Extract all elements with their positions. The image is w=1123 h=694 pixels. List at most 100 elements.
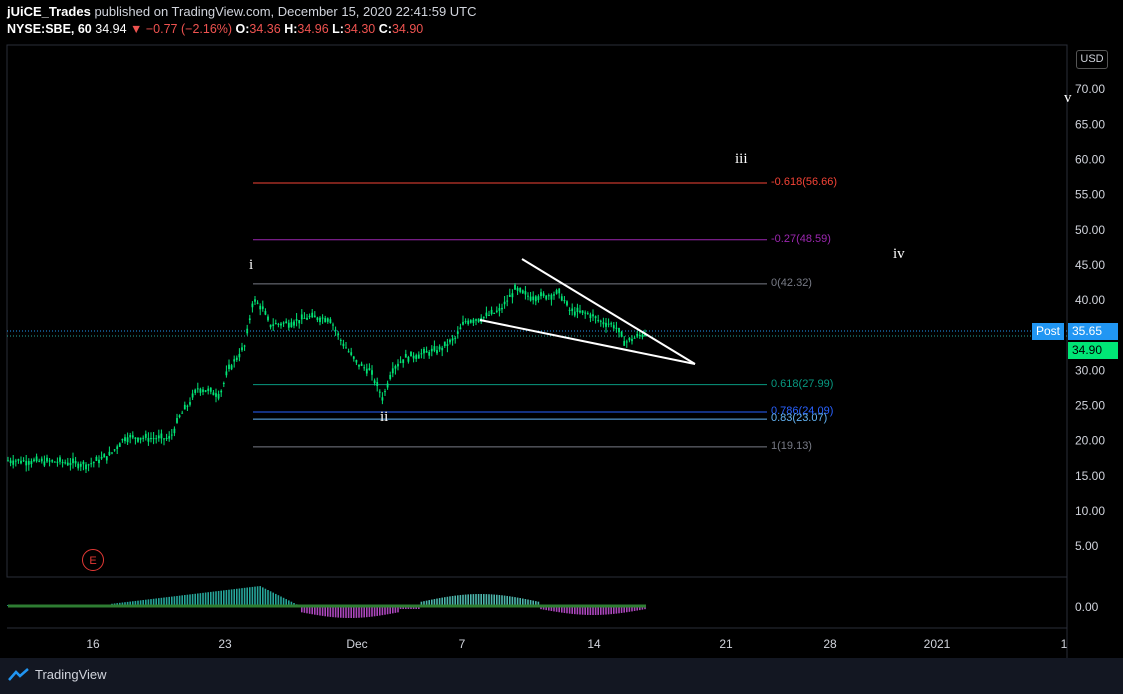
histogram-bar <box>150 599 152 606</box>
histogram-bar <box>457 595 459 606</box>
wave-label-v[interactable]: v <box>1064 90 1072 106</box>
candle-body <box>573 311 576 316</box>
histogram-bar <box>360 606 363 618</box>
candle-body <box>508 294 511 297</box>
candle-body <box>196 388 199 390</box>
candle-body <box>14 460 17 462</box>
histogram-bar <box>353 606 355 618</box>
histogram-bar <box>498 595 501 606</box>
candle-body <box>360 363 363 366</box>
histogram-bar <box>233 589 235 606</box>
candle-body <box>124 437 126 442</box>
histogram-bar <box>514 597 516 606</box>
fib-retracement[interactable] <box>253 182 767 448</box>
author-name[interactable]: jUiCE_Trades <box>7 4 91 19</box>
candle-body <box>553 294 555 296</box>
price-axis[interactable]: 70.0065.0060.0055.0050.0045.0040.0035.00… <box>1075 82 1105 614</box>
candle-body <box>391 368 394 374</box>
histogram-bar <box>363 606 365 618</box>
histogram-bar <box>275 593 277 606</box>
histogram-bar <box>259 586 261 606</box>
candle-body <box>425 351 428 353</box>
candle-body <box>150 438 152 440</box>
candle-body <box>215 393 217 397</box>
candle-body <box>610 323 613 325</box>
wedge-lower-trendline[interactable] <box>479 319 696 365</box>
fib-level-label: 0.83(23.07) <box>771 412 828 425</box>
candle-body <box>501 307 503 310</box>
candle-body <box>576 307 579 312</box>
candle-body <box>189 402 191 405</box>
candle-body <box>22 460 25 462</box>
wedge-upper-trendline[interactable] <box>521 258 696 365</box>
tradingview-logo-icon <box>8 667 29 681</box>
time-axis[interactable]: 16 23 Dec 7 14 21 28 2021 1 <box>86 637 1067 651</box>
price-tick-label: 70.00 <box>1075 82 1105 96</box>
candle-body <box>381 397 384 401</box>
candle-body <box>319 317 321 323</box>
price-tick-label: 50.00 <box>1075 223 1105 237</box>
wave-label-ii[interactable]: ii <box>380 409 389 425</box>
candle-body <box>342 343 345 347</box>
histogram-bar <box>464 594 467 606</box>
low-value: 34.30 <box>343 22 376 36</box>
earnings-marker-icon[interactable]: E <box>82 549 104 571</box>
candle-body <box>524 291 527 295</box>
candle-body <box>324 318 327 323</box>
candle-body <box>332 324 334 326</box>
histogram-bar <box>350 606 352 618</box>
candle-body <box>17 459 20 461</box>
candle-body <box>126 437 129 443</box>
fib-level-label: 1(19.13) <box>771 439 812 452</box>
candle-body <box>412 355 415 359</box>
candle-body <box>59 457 61 462</box>
candle-body <box>345 347 347 349</box>
price-chart[interactable]: 70.0065.0060.0055.0050.0045.0040.0035.00… <box>0 0 1123 658</box>
histogram-bar <box>178 595 181 606</box>
wave-label-i[interactable]: i <box>249 257 254 273</box>
candle-body <box>61 462 64 464</box>
publish-info: published on TradingView.com, December 1… <box>94 4 477 19</box>
post-label-tag: Post <box>1032 323 1065 340</box>
candle-body <box>191 393 194 398</box>
histogram-bar <box>124 602 126 606</box>
wave-label-iv[interactable]: iv <box>893 246 905 262</box>
candle-body <box>212 392 215 396</box>
price-tick-label: 40.00 <box>1075 293 1105 307</box>
candle-body <box>46 457 48 462</box>
candle-body <box>355 360 358 363</box>
candle-body <box>597 319 600 321</box>
candle-body <box>274 323 277 325</box>
candle-body <box>261 306 264 309</box>
candle-body <box>95 456 98 461</box>
candle-body <box>589 314 592 319</box>
candle-body <box>12 460 15 465</box>
candle-body <box>137 437 139 442</box>
histogram-bar <box>628 606 631 612</box>
price-tick-label: 10.00 <box>1075 504 1105 518</box>
histogram-bar <box>631 606 633 612</box>
symbol-label[interactable]: NYSE:SBE, 60 <box>7 22 92 36</box>
histogram-bar <box>602 606 605 615</box>
histogram-bar <box>561 606 563 613</box>
candle-body <box>371 370 373 375</box>
candle-body <box>222 382 225 384</box>
histogram-bar <box>121 602 124 606</box>
candle-body <box>462 321 464 325</box>
histogram-bar <box>574 606 576 615</box>
wave-label-iii[interactable]: iii <box>735 151 748 167</box>
candle-body <box>493 312 496 314</box>
candle-body <box>248 318 251 321</box>
histogram-bar <box>249 587 251 606</box>
currency-button[interactable]: USD <box>1076 50 1108 69</box>
candle-body <box>181 412 184 414</box>
histogram-bar <box>256 586 259 606</box>
histogram-bar <box>537 601 540 606</box>
histogram-bar <box>576 606 579 615</box>
histogram-bar <box>132 601 134 606</box>
candle-body <box>113 449 116 451</box>
histogram-bar <box>428 600 430 606</box>
candle-body <box>326 318 329 322</box>
tradingview-logo[interactable]: TradingView <box>8 667 107 682</box>
price-tick-label: 55.00 <box>1075 188 1105 202</box>
